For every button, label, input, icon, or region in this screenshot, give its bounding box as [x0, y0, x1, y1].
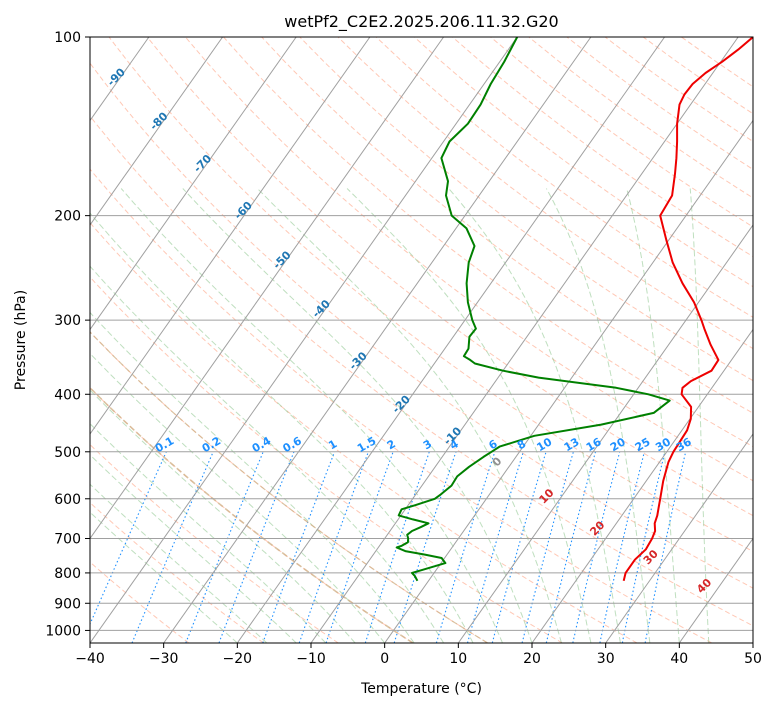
dry-adiabat-line	[90, 561, 190, 643]
x-tick-label: 20	[523, 651, 541, 667]
mixing-ratio-line	[218, 451, 295, 643]
moist-adiabat-line	[90, 311, 415, 643]
dewpoint-line	[395, 37, 671, 582]
x-axis-label: Temperature (°C)	[360, 681, 482, 697]
y-tick-label: 100	[54, 30, 81, 46]
isotherm-line	[90, 37, 371, 435]
mixing-ratio-line	[262, 451, 336, 643]
y-tick-label: 200	[54, 209, 81, 225]
isotherm-line	[457, 224, 753, 643]
x-tick-label: 50	[744, 651, 762, 667]
mixing-ratio-line	[545, 451, 597, 643]
moist-adiabat-line	[448, 188, 621, 643]
dry-adiabat-line	[185, 37, 753, 482]
dry-adiabat-line	[90, 62, 753, 589]
isotherm-line	[678, 537, 753, 643]
isotherm-line	[605, 433, 753, 643]
y-tick-label: 800	[54, 566, 81, 582]
moist-adiabat-line	[257, 188, 562, 643]
y-tick-label: 900	[54, 596, 81, 612]
moist-adiabat-line	[120, 188, 503, 643]
freezing-isotherm-line	[90, 331, 488, 643]
x-tick-label: −40	[75, 651, 105, 667]
isotherm-line	[163, 37, 592, 643]
y-axis-label: Pressure (hPa)	[13, 290, 29, 390]
mixing-ratio-line	[325, 451, 394, 643]
mixing-ratio-line	[435, 451, 496, 643]
dry-adiabat-line	[299, 37, 753, 382]
dry-adiabat-line	[261, 37, 753, 414]
x-tick-label: 10	[449, 651, 467, 667]
plot-area: 0.10.20.40.611.52346810131620253036-100-…	[90, 37, 753, 643]
mixing-ratio-line	[599, 451, 645, 643]
y-tick-label: 1000	[45, 623, 81, 639]
moist-adiabat-line	[90, 352, 386, 643]
isobar-grid	[90, 37, 753, 631]
dry-adiabat-line	[337, 37, 753, 350]
temperature-line	[622, 37, 753, 582]
moist-adiabat-line	[90, 389, 356, 643]
dry-adiabat-line	[90, 222, 638, 643]
dry-adiabat-line	[90, 115, 753, 627]
x-tick-label: 40	[670, 651, 688, 667]
isotherm-line	[531, 328, 753, 643]
moist-adiabat-line	[90, 511, 238, 643]
isotherm-line	[90, 37, 297, 331]
x-tick-label: −10	[296, 651, 326, 667]
isotherm-line	[384, 119, 753, 643]
moist-adiabat-line	[626, 188, 680, 643]
y-tick-label: 300	[54, 313, 81, 329]
y-tick-label: 700	[54, 532, 81, 548]
mixing-ratio-line	[90, 451, 167, 626]
mixing-ratio-line	[521, 451, 574, 643]
dry-adiabat-line	[90, 168, 712, 643]
x-tick-label: −20	[223, 651, 253, 667]
isotherm-line	[310, 37, 739, 643]
mixing-ratio-line	[572, 451, 621, 643]
moist-adiabat-line	[545, 188, 651, 643]
moist-adiabat-line	[90, 454, 297, 643]
moist-adiabat-line	[90, 483, 268, 643]
isotherm-line	[90, 37, 445, 540]
mixing-ratio-line	[185, 451, 264, 643]
axes: −40 −30 −20 −10 0 10 20 30 40 50 100 200 300 400 500 60…	[45, 30, 762, 667]
mixing-ratio-line	[298, 451, 369, 643]
dry-adiabat-line	[90, 276, 563, 643]
y-tick-label: 500	[54, 445, 81, 461]
x-tick-label: 30	[597, 651, 615, 667]
mixing-ratio-line	[364, 451, 430, 643]
moist-adiabat-line	[182, 188, 533, 643]
x-tick-label: −30	[149, 651, 179, 667]
moist-adiabat-line	[346, 188, 592, 643]
x-tick-label: 0	[380, 651, 389, 667]
dry-adiabat-line	[413, 37, 753, 288]
moist-adiabat-line	[90, 423, 327, 643]
moist-adiabat-line	[90, 212, 474, 643]
mixing-ratio-line	[621, 451, 666, 643]
isotherm-line	[90, 37, 224, 226]
plot-frame	[89, 36, 754, 644]
isotherm-line	[90, 37, 518, 643]
chart-title: wetPf2_C2E2.2025.206.11.32.G20	[284, 12, 558, 32]
y-tick-label: 400	[54, 387, 81, 403]
mixing-ratio-line	[466, 451, 524, 643]
profile-lines	[395, 37, 753, 582]
isotherm-line	[236, 37, 666, 643]
y-tick-label: 600	[54, 492, 81, 508]
isotherm-grid	[90, 37, 753, 643]
